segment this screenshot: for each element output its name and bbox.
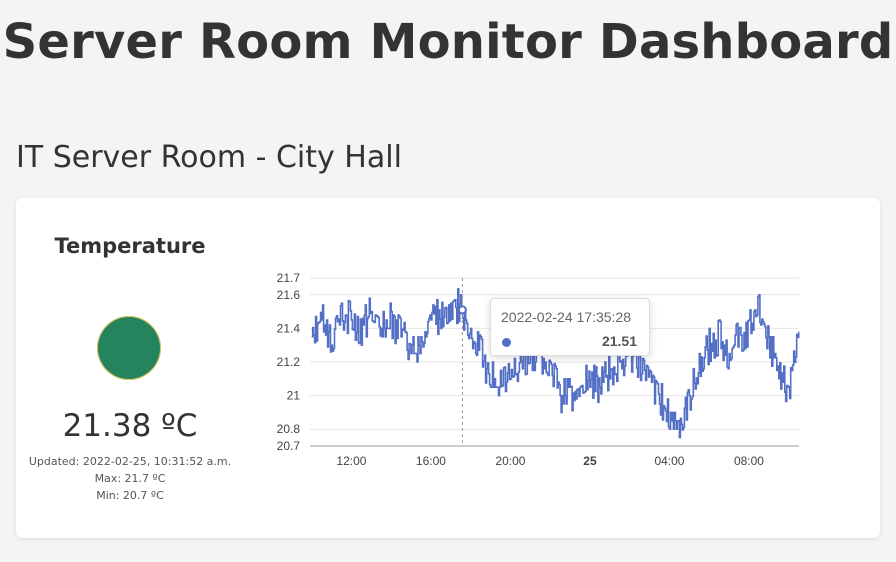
y-tick-label: 21.6: [277, 288, 301, 302]
tooltip-value: 21.51: [601, 333, 637, 349]
temperature-series-line: [311, 288, 800, 439]
x-tick-label: 08:00: [734, 454, 764, 468]
page-title: Server Room Monitor Dashboard: [2, 14, 894, 70]
x-axis: 12:00 16:00 20:00 25 04:00 08:00: [336, 454, 764, 468]
sensor-title: Temperature: [54, 234, 206, 258]
status-indicator: [97, 316, 161, 380]
x-tick-label: 25: [583, 454, 597, 468]
x-tick-label: 20:00: [495, 454, 525, 468]
tooltip-time: 2022-02-24 17:35:28: [501, 309, 631, 325]
temperature-value: 21.38 ºC: [62, 408, 198, 444]
y-tick-label: 21.7: [277, 271, 301, 285]
y-tick-label: 20.8: [277, 422, 301, 436]
temperature-chart[interactable]: 21.7 21.6 21.4 21.2 21 20.8 20.7 12:00 16:00 20:…: [256, 258, 816, 488]
y-tick-label: 21: [287, 389, 301, 403]
y-axis: 21.7 21.6 21.4 21.2 21 20.8 20.7: [277, 271, 301, 453]
x-tick-label: 04:00: [654, 454, 684, 468]
y-tick-label: 21.2: [277, 355, 301, 369]
x-tick-label: 16:00: [416, 454, 446, 468]
room-title: IT Server Room - City Hall: [16, 140, 402, 175]
x-tick-label: 12:00: [336, 454, 366, 468]
chart-plot-area: [311, 278, 800, 446]
updated-timestamp: Updated: 2022-02-25, 10:31:52 a.m.: [28, 455, 232, 468]
y-tick-label: 21.4: [277, 321, 301, 335]
y-tick-label: 20.7: [277, 439, 301, 453]
max-temperature: Max: 21.7 ºC: [94, 472, 166, 485]
tooltip-series-marker: [502, 338, 511, 347]
chart-tooltip: 2022-02-24 17:35:28 21.51: [490, 298, 650, 356]
sensor-card: Temperature 21.38 ºC Updated: 2022-02-25…: [16, 198, 880, 538]
hover-point: [457, 305, 467, 315]
min-temperature: Min: 20.7 ºC: [96, 489, 164, 502]
